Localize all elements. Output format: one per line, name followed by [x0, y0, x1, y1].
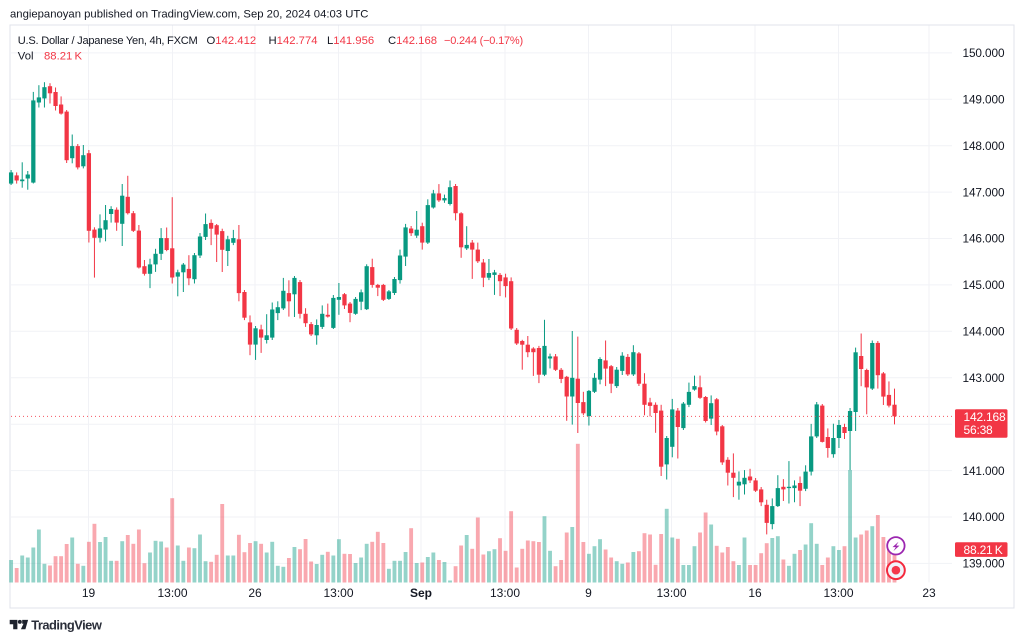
svg-text:144.000: 144.000 [963, 325, 1005, 339]
svg-text:141.000: 141.000 [963, 464, 1005, 478]
svg-text:16: 16 [748, 586, 762, 600]
svg-text:142.168: 142.168 [964, 410, 1007, 424]
svg-text:Sep: Sep [410, 586, 432, 600]
svg-text:13:00: 13:00 [157, 586, 187, 600]
svg-text:13:00: 13:00 [656, 586, 686, 600]
svg-text:139.000: 139.000 [963, 557, 1005, 571]
svg-text:145.000: 145.000 [963, 278, 1005, 292]
svg-text:147.000: 147.000 [963, 185, 1005, 199]
svg-text:23: 23 [922, 586, 936, 600]
svg-text:13:00: 13:00 [323, 586, 353, 600]
svg-text:143.000: 143.000 [963, 371, 1005, 385]
svg-text:19: 19 [82, 586, 96, 600]
svg-text:146.000: 146.000 [963, 232, 1005, 246]
svg-text:148.000: 148.000 [963, 139, 1005, 153]
svg-text:13:00: 13:00 [490, 586, 520, 600]
svg-text:angiepanoyan published on Trad: angiepanoyan published on TradingView.co… [10, 9, 368, 21]
svg-text:88.21 K: 88.21 K [964, 543, 1003, 557]
svg-text:150.000: 150.000 [963, 46, 1005, 60]
svg-text:56:38: 56:38 [964, 423, 994, 437]
svg-text:9: 9 [585, 586, 592, 600]
svg-text:TradingView: TradingView [31, 618, 103, 633]
svg-text:140.000: 140.000 [963, 510, 1005, 524]
svg-text:U.S. Dollar / Japanese Yen, 4h: U.S. Dollar / Japanese Yen, 4h, FXCM O142… [18, 35, 523, 47]
svg-text:26: 26 [248, 586, 262, 600]
svg-text:13:00: 13:00 [823, 586, 853, 600]
svg-text:149.000: 149.000 [963, 93, 1005, 107]
